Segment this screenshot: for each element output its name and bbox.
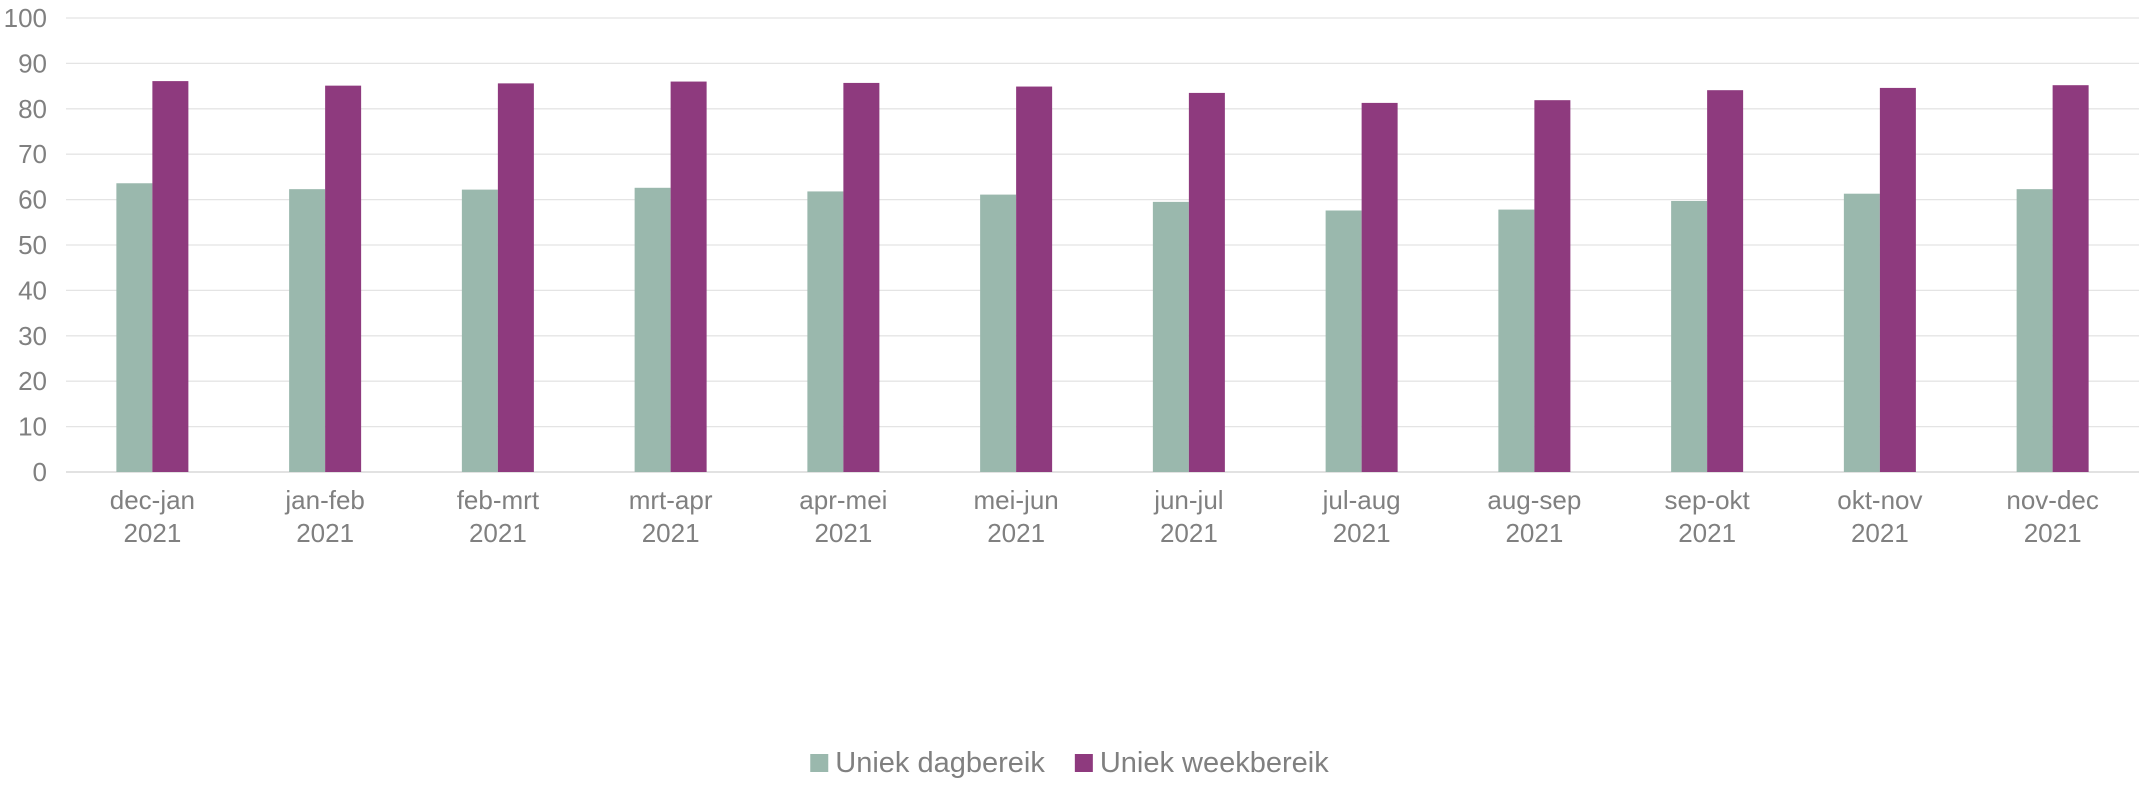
y-tick-label: 20 [18,366,47,396]
x-tick-label: jan-feb 2021 [284,485,365,548]
y-tick-label: 50 [18,230,47,260]
bar-weekbereik-2 [497,83,534,472]
bar-weekbereik-3 [670,81,707,472]
x-tick-label: mrt-apr 2021 [629,485,713,548]
bar-dagbereik-6 [1152,201,1189,472]
x-tick-label: aug-sep 2021 [1487,485,1581,548]
x-tick-label: sep-okt 2021 [1664,485,1750,548]
bar-weekbereik-9 [1707,90,1744,472]
y-tick-label: 70 [18,139,47,169]
legend: Uniek dagbereik Uniek weekbereik [810,747,1329,779]
bar-weekbereik-5 [1016,86,1053,472]
y-tick-label: 60 [18,185,47,215]
bar-dagbereik-9 [1671,200,1708,472]
bar-dagbereik-11 [2016,189,2053,472]
x-tick-label: jun-jul 2021 [1153,485,1223,548]
bar-weekbereik-0 [152,81,189,472]
bar-weekbereik-7 [1361,102,1398,472]
x-tick-label: feb-mrt 2021 [457,485,540,548]
bar-dagbereik-10 [1843,193,1880,472]
x-tick-label: nov-dec 2021 [2006,485,2099,548]
y-tick-label: 30 [18,321,47,351]
x-axis: dec-jan 2021 jan-feb 2021 feb-mrt 2021 mrt-apr… [110,485,2099,548]
y-tick-label: 90 [18,48,47,78]
bar-weekbereik-8 [1534,100,1571,472]
bar-weekbereik-11 [2052,85,2089,472]
bar-dagbereik-4 [807,191,844,473]
bar-dagbereik-5 [980,194,1017,472]
x-tick-label: dec-jan 2021 [110,485,195,548]
y-axis: 0 10 20 30 40 50 60 70 80 90 100 [4,3,47,487]
legend-label-weekbereik: Uniek weekbereik [1100,747,1329,779]
y-tick-label: 0 [33,457,47,487]
y-tick-label: 80 [18,94,47,124]
bar-weekbereik-10 [1879,87,1916,472]
bar-dagbereik-7 [1325,210,1362,472]
bar-dagbereik-0 [116,183,153,473]
legend-label-dagbereik: Uniek dagbereik [835,747,1045,779]
x-tick-label: okt-nov 2021 [1837,485,1922,548]
y-tick-label: 10 [18,412,47,442]
legend-swatch-weekbereik [1074,754,1093,772]
bar-dagbereik-2 [461,189,498,472]
bar-dagbereik-3 [634,187,671,472]
gridlines [66,17,2139,473]
bar-weekbereik-6 [1188,92,1225,472]
legend-swatch-dagbereik [810,754,829,772]
x-tick-label: mei-jun 2021 [974,485,1059,548]
x-tick-label: apr-mei 2021 [799,485,887,548]
bar-weekbereik-1 [325,85,362,473]
bars [116,81,2089,473]
y-tick-label: 100 [4,3,47,33]
bar-weekbereik-4 [843,82,880,472]
y-tick-label: 40 [18,275,47,305]
x-tick-label: jul-aug 2021 [1322,485,1401,548]
bar-dagbereik-1 [289,189,326,472]
bar-dagbereik-8 [1498,209,1535,472]
